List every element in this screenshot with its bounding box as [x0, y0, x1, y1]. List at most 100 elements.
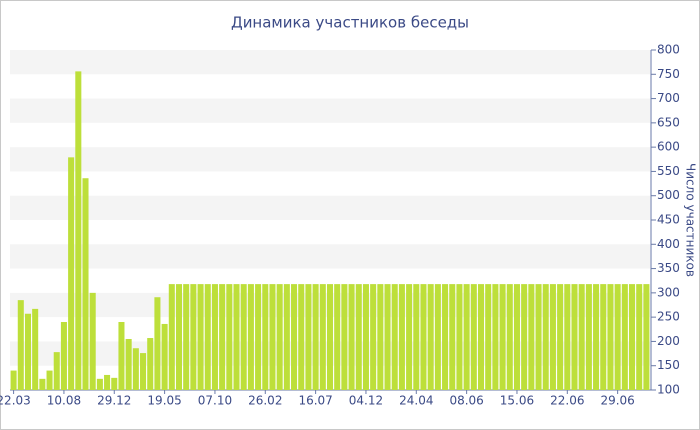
- x-tick-label: 22.06: [550, 394, 584, 408]
- bar: [226, 284, 233, 390]
- bar: [600, 284, 607, 390]
- bar: [219, 284, 226, 390]
- bar: [319, 284, 326, 390]
- bar: [46, 370, 53, 390]
- x-tick-label: 26.02: [248, 394, 282, 408]
- bar: [147, 338, 154, 390]
- bar: [571, 284, 578, 390]
- x-tick-label: 19.05: [147, 394, 181, 408]
- bar: [499, 284, 506, 390]
- bar: [427, 284, 434, 390]
- bar: [39, 378, 46, 390]
- y-tick-label: 500: [657, 188, 680, 202]
- bar: [629, 284, 636, 390]
- bar: [470, 284, 477, 390]
- bar: [334, 284, 341, 390]
- x-tick-label: 29.12: [97, 394, 131, 408]
- bar: [521, 284, 528, 390]
- x-tick-label: 15.06: [500, 394, 534, 408]
- bar: [10, 370, 17, 390]
- bar: [585, 284, 592, 390]
- bar: [535, 284, 542, 390]
- bar: [60, 322, 67, 390]
- bar: [190, 284, 197, 390]
- bar: [434, 284, 441, 390]
- bar: [262, 284, 269, 390]
- y-tick-label: 300: [657, 285, 680, 299]
- bar: [549, 284, 556, 390]
- bar: [492, 284, 499, 390]
- bar: [283, 284, 290, 390]
- bar: [291, 284, 298, 390]
- bar: [326, 284, 334, 390]
- chart-title: Динамика участников беседы: [231, 14, 469, 32]
- bar: [82, 178, 89, 390]
- bar: [211, 284, 218, 390]
- y-tick-label: 600: [657, 140, 680, 154]
- bar: [269, 284, 276, 390]
- x-tick-label: 29.06: [600, 394, 634, 408]
- grid-band: [10, 98, 650, 123]
- y-tick-label: 550: [657, 164, 680, 178]
- bar: [348, 284, 355, 390]
- bar: [161, 323, 168, 390]
- bar: [111, 377, 118, 390]
- bar: [370, 284, 377, 390]
- bar: [312, 284, 319, 390]
- x-tick-label: 10.08: [47, 394, 81, 408]
- bar: [96, 378, 103, 390]
- bar: [183, 284, 190, 390]
- bar: [175, 284, 183, 390]
- grid-band: [10, 244, 650, 269]
- x-tick-label: 04.12: [349, 394, 383, 408]
- bar: [621, 284, 628, 390]
- bar: [298, 284, 305, 390]
- bar: [89, 292, 96, 390]
- bar: [75, 71, 82, 390]
- bar: [204, 284, 211, 390]
- bar: [341, 284, 348, 390]
- bar: [247, 284, 254, 390]
- bar: [477, 284, 485, 390]
- y-tick-label: 450: [657, 213, 680, 227]
- x-tick-label: 22.03: [0, 394, 31, 408]
- bar: [53, 352, 60, 390]
- bar: [636, 284, 643, 390]
- bar: [140, 353, 147, 390]
- bar: [614, 284, 621, 390]
- y-tick-label: 200: [657, 334, 680, 348]
- bar: [276, 284, 283, 390]
- bar: [377, 284, 384, 390]
- bar: [528, 284, 535, 390]
- bar: [32, 308, 39, 390]
- bar: [506, 284, 513, 390]
- bar: [132, 348, 139, 390]
- bar: [442, 284, 449, 390]
- bar: [398, 284, 405, 390]
- bar: [542, 284, 549, 390]
- bar: [513, 284, 520, 390]
- bar: [255, 284, 262, 390]
- bar: [384, 284, 391, 390]
- bar: [168, 284, 175, 390]
- x-tick-label: 16.07: [298, 394, 332, 408]
- bar: [643, 284, 650, 390]
- bar: [578, 284, 585, 390]
- bar: [406, 284, 413, 390]
- bar: [362, 284, 369, 390]
- grid-band: [10, 50, 650, 75]
- y-tick-label: 150: [657, 358, 680, 372]
- bar: [420, 284, 427, 390]
- bar: [391, 284, 398, 390]
- bar: [564, 284, 571, 390]
- grid-band: [10, 147, 650, 172]
- x-tick-label: 07.10: [198, 394, 232, 408]
- y-axis-label: Число участников: [684, 163, 698, 277]
- y-tick-label: 750: [657, 67, 680, 81]
- grid-band: [10, 195, 650, 220]
- bar: [593, 284, 600, 390]
- bar: [197, 284, 204, 390]
- bar: [104, 374, 111, 390]
- y-tick-label: 400: [657, 237, 680, 251]
